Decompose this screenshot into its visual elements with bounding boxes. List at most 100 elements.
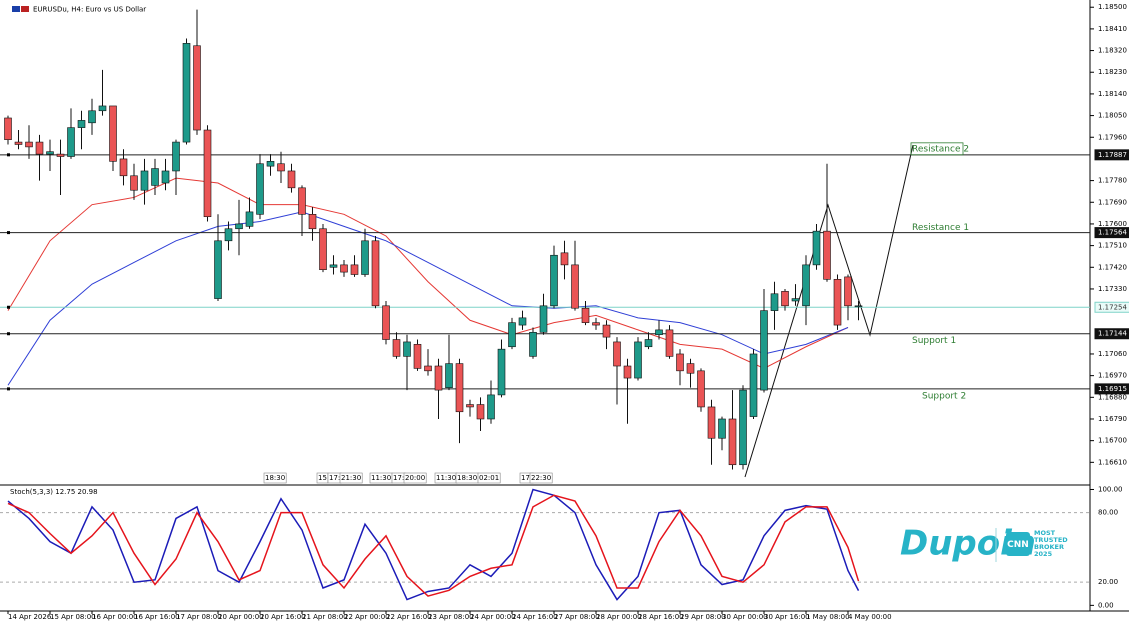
candle-body <box>823 230 831 280</box>
x-tick-label: 24 Apr 16:00 <box>512 613 558 621</box>
candle-body <box>655 329 663 336</box>
candle-body <box>466 404 474 408</box>
x-tick-label: 29 Apr 08:00 <box>680 613 726 621</box>
x-tick-label: 1 May 08:00 <box>806 613 850 621</box>
candle-body <box>25 141 33 148</box>
candle-body <box>581 307 590 323</box>
candle-body <box>266 161 275 167</box>
y-tick-label: 1.18230 <box>1098 68 1127 76</box>
level-price-label: 1.16915 <box>1098 385 1127 393</box>
candle-body <box>298 187 306 215</box>
session-label: 17: <box>329 474 340 482</box>
session-label-box <box>529 472 553 484</box>
candle-body <box>739 389 747 466</box>
candle-body <box>350 264 359 275</box>
candle-body <box>592 322 600 326</box>
candle-body <box>487 394 495 420</box>
candle-body <box>403 341 411 357</box>
level-price-box <box>1094 227 1129 239</box>
candle-body <box>424 365 432 372</box>
y-tick-label: 1.17690 <box>1098 198 1127 206</box>
y-tick-label: 20.00 <box>1098 578 1118 586</box>
award-line: MOST <box>1034 529 1056 537</box>
candle-body <box>781 291 789 307</box>
x-tick-label: 20 Apr 16:00 <box>260 613 306 621</box>
candle-body <box>613 341 621 367</box>
candle-body <box>224 228 233 242</box>
level-price-label: 1.17887 <box>1098 151 1127 159</box>
y-tick-label: 1.16610 <box>1098 458 1127 466</box>
y-tick-label: 1.18320 <box>1098 47 1127 55</box>
stochastic-line <box>7 494 860 597</box>
x-tick-label: 17 Apr 08:00 <box>176 613 222 621</box>
candle-body <box>476 404 485 420</box>
chart-title: EURUSDu, H4: Euro vs US Dollar <box>33 6 146 14</box>
candle-body <box>245 211 254 227</box>
candle-body <box>140 170 149 191</box>
candle-body <box>277 163 285 172</box>
y-tick-label: 1.17600 <box>1098 220 1127 228</box>
x-tick-label: 30 Apr 00:00 <box>722 613 768 621</box>
x-tick-label: 20 Apr 00:00 <box>218 613 264 621</box>
candle-body <box>560 252 569 266</box>
candle-body <box>749 353 758 417</box>
candle-body <box>854 305 863 308</box>
candle-body <box>539 305 548 333</box>
moving-average <box>7 177 849 369</box>
level-anchor <box>7 387 10 391</box>
candle-body <box>518 317 527 326</box>
candle-body <box>571 264 579 309</box>
candle-body <box>392 339 401 357</box>
session-label-box <box>477 472 501 484</box>
y-tick-label: 1.16970 <box>1098 372 1127 380</box>
candle-body <box>371 240 380 307</box>
x-tick-label: 22 Apr 00:00 <box>344 613 390 621</box>
candle-body <box>644 339 653 348</box>
candle-body <box>340 264 348 273</box>
session-label: 11:30 <box>371 474 391 482</box>
session-label-box <box>263 472 287 484</box>
session-label: 18:30 <box>457 474 477 482</box>
badge-box <box>1006 532 1030 556</box>
level-price-label: 1.17254 <box>1098 303 1127 311</box>
y-tick-label: 1.16880 <box>1098 393 1127 401</box>
candle-body <box>14 141 23 145</box>
y-tick-label: 1.18140 <box>1098 90 1127 98</box>
candle-body <box>193 45 201 131</box>
award-line: BROKER <box>1034 543 1064 551</box>
x-tick-label: 16 Apr 00:00 <box>92 613 138 621</box>
session-label: 11:30 <box>436 474 456 482</box>
candle-body <box>413 344 422 369</box>
candle-body <box>833 279 842 326</box>
candle-body <box>634 341 642 379</box>
x-tick-label: 15 Apr 08:00 <box>50 613 96 621</box>
award-line: 2025 <box>1034 550 1053 558</box>
session-label: 22:30 <box>531 474 551 482</box>
candle-body <box>88 110 96 124</box>
level-name: Support 2 <box>922 391 966 401</box>
candle-body <box>46 151 54 155</box>
candle-body <box>550 254 558 307</box>
session-label: 21:30 <box>341 474 361 482</box>
candle-body <box>182 43 191 143</box>
candle-body <box>623 365 632 379</box>
candle-body <box>602 324 611 338</box>
level-name: Resistance 2 <box>912 144 969 154</box>
y-tick-label: 1.17960 <box>1098 133 1127 141</box>
candle-body <box>529 331 537 357</box>
session-label: 17: <box>393 474 404 482</box>
candle-body <box>802 264 810 307</box>
x-tick-label: 23 Apr 08:00 <box>428 613 474 621</box>
candle-body <box>4 117 12 140</box>
candle-body <box>319 228 327 270</box>
candle-body <box>308 214 317 230</box>
candle-body <box>56 153 65 157</box>
x-tick-label: 14 Apr 2026 <box>8 613 52 621</box>
candle-body <box>707 406 716 439</box>
y-tick-label: 1.17510 <box>1098 242 1127 250</box>
level-price-label: 1.17144 <box>1098 330 1127 338</box>
y-tick-label: 80.00 <box>1098 509 1118 517</box>
level-price-box <box>1094 328 1129 340</box>
x-tick-label: 22 Apr 16:00 <box>386 613 432 621</box>
